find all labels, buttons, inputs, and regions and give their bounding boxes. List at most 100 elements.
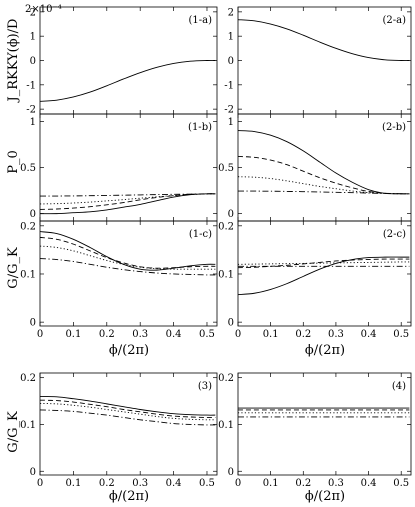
- panel-frame: [39, 220, 218, 327]
- y-tick-label: 0.1: [20, 269, 36, 280]
- x-tick-label: 0.4: [361, 478, 377, 489]
- y-tick-label: 0.2: [20, 221, 36, 232]
- x-tick-label: 0: [235, 478, 241, 489]
- panel-3: 0 0.1 0.2 0.3 0.4 0.5 0 0.1 0.2 (3): [20, 372, 218, 489]
- x-tick-label: 0.5: [199, 329, 215, 340]
- x-tick-label: 0.5: [393, 329, 409, 340]
- xlabel-right-lower: ϕ/(2π): [305, 489, 345, 504]
- x-tick-label: 0: [235, 329, 241, 340]
- x-tick-label: 0.1: [65, 478, 81, 489]
- series-line-solid: [39, 59, 216, 102]
- y-tick-label: -1: [224, 80, 234, 91]
- y-tick-label: 0.2: [218, 221, 234, 232]
- xlabel-left-lower: ϕ/(2π): [109, 489, 149, 504]
- series-line-solid: [39, 193, 216, 215]
- x-tick-label: 0.2: [99, 478, 115, 489]
- x-tick-label: 0.4: [166, 478, 182, 489]
- ylabel-g-row3: G/G_K: [6, 247, 21, 289]
- x-tick-label: 0.2: [295, 329, 311, 340]
- y-tick-label: 0.1: [218, 420, 234, 431]
- x-tick-label: 0.4: [361, 329, 377, 340]
- x-tick-label: 0.3: [132, 478, 148, 489]
- y-tick-label: 2: [30, 7, 36, 18]
- panel-1-a: -2 -1 0 1 2 (1-a): [26, 6, 218, 116]
- series-line-dash: [237, 258, 410, 269]
- panel-label: (2-b): [382, 122, 406, 133]
- y-tick-label: 0: [30, 209, 36, 220]
- series-line-solid: [237, 130, 410, 195]
- y-tick-label: 0.1: [218, 269, 234, 280]
- scale-multiplier-label: 2×10⁻⁴: [25, 4, 62, 15]
- x-tick-label: 0.1: [263, 478, 279, 489]
- x-tick-label: 0.5: [199, 478, 215, 489]
- y-tick-label: 0.2: [20, 373, 36, 384]
- x-tick-label: 0.4: [166, 329, 182, 340]
- x-tick-label: 0.2: [295, 478, 311, 489]
- ylabel-p0: P_0: [6, 150, 21, 174]
- x-tick-label: 0.3: [132, 329, 148, 340]
- y-tick-label: 0: [228, 209, 234, 220]
- x-tick-label: 0.5: [393, 478, 409, 489]
- panel-1-b: 0 0.5 1 (1-b): [20, 113, 218, 222]
- x-tick-label: 0: [37, 478, 43, 489]
- y-tick-label: 1: [228, 117, 234, 128]
- y-tick-label: -2: [224, 105, 234, 116]
- series-line-dashdot: [237, 190, 410, 195]
- series-line-solid: [237, 19, 410, 62]
- series-line-dot: [237, 261, 410, 265]
- y-tick-label: 0.1: [20, 420, 36, 431]
- series-line-dash: [237, 155, 410, 195]
- panel-label: (1-a): [188, 15, 212, 26]
- panel-4: 0 0.1 0.2 0.3 0.4 0.5 0 0.1 0.2 (4): [218, 372, 412, 489]
- panel-label: (3): [198, 381, 212, 392]
- panel-frame: [237, 220, 412, 327]
- y-tick-label: 1: [228, 32, 234, 43]
- y-tick-label: 0: [228, 56, 234, 67]
- panel-2-a: -2 -1 0 1 2 (2-a): [224, 6, 412, 116]
- panel-label: (2-a): [382, 15, 406, 26]
- y-tick-label: 2: [228, 7, 234, 18]
- y-tick-label: 0.2: [218, 373, 234, 384]
- series-line-dashdot: [39, 409, 216, 426]
- panel-2-b: 0 0.5 1 (2-b): [218, 113, 412, 222]
- series-line-dot: [39, 402, 216, 421]
- series-line-solid: [39, 231, 216, 271]
- x-tick-label: 0: [37, 329, 43, 340]
- series-line-solid: [39, 395, 216, 416]
- x-tick-label: 0.1: [263, 329, 279, 340]
- y-tick-label: 0.5: [20, 163, 36, 174]
- y-tick-label: -1: [26, 80, 36, 91]
- y-tick-label: 0: [228, 318, 234, 329]
- y-tick-label: 1: [30, 32, 36, 43]
- y-tick-label: 0: [30, 318, 36, 329]
- series-line-dot: [39, 193, 216, 205]
- panel-label: (2-c): [383, 229, 406, 240]
- panel-label: (1-c): [189, 229, 212, 240]
- panel-frame: [237, 372, 412, 476]
- panels-group: -2 -1 0 1 2 (1-a) -2 -1 0 1 2 (2-a) 0 0.5 1 (1-b) 0 0.5 1 (…: [20, 6, 412, 489]
- panel-label: (1-b): [188, 122, 212, 133]
- xlabel-right-upper: ϕ/(2π): [305, 343, 345, 358]
- y-tick-label: 0: [30, 56, 36, 67]
- y-tick-label: 0: [30, 467, 36, 478]
- x-tick-label: 0.2: [99, 329, 115, 340]
- panel-1-c: 0 0.1 0.2 0.3 0.4 0.5 0 0.1 0.2 (1-c): [20, 220, 218, 340]
- ylabel-jrkky: J_RKKY(ϕ)/D: [6, 19, 21, 104]
- y-tick-label: 1: [30, 117, 36, 128]
- series-line-dot: [237, 176, 410, 195]
- xlabel-left-upper: ϕ/(2π): [109, 343, 149, 358]
- panel-2-c: 0 0.1 0.2 0.3 0.4 0.5 0 0.1 0.2 (2-c): [218, 220, 412, 340]
- x-tick-label: 0.1: [65, 329, 81, 340]
- panel-frame: [39, 372, 218, 476]
- panel-label: (4): [392, 381, 406, 392]
- series-line-dash: [39, 236, 216, 269]
- x-tick-label: 0.3: [328, 329, 344, 340]
- y-tick-label: 0: [228, 467, 234, 478]
- ylabel-g-row4: G/G_K: [6, 411, 21, 453]
- series-line-dashdot: [39, 193, 216, 197]
- y-tick-label: -2: [26, 105, 36, 116]
- series-line-dash: [39, 399, 216, 418]
- x-tick-label: 0.3: [328, 478, 344, 489]
- y-tick-label: 0.5: [218, 163, 234, 174]
